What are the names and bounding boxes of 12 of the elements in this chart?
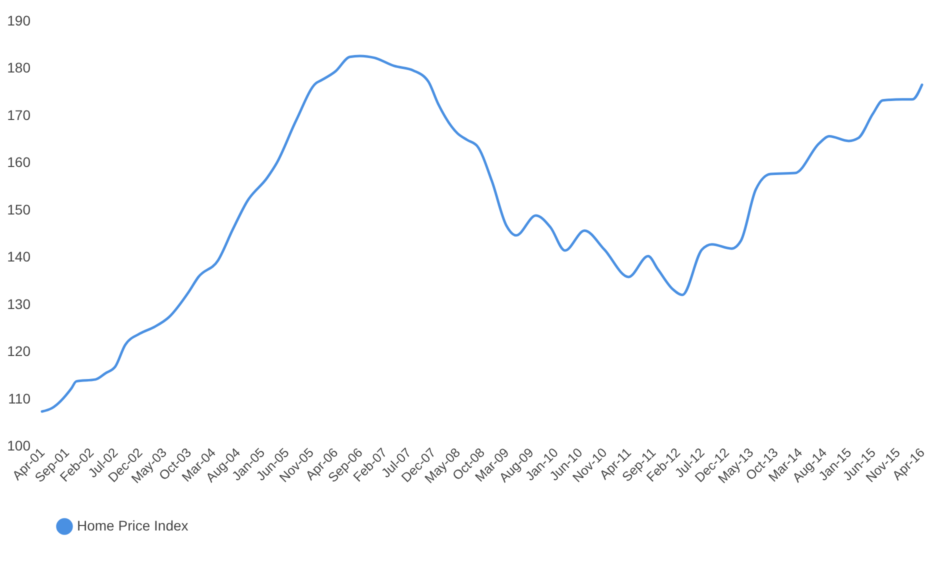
- line-series: [40, 54, 924, 413]
- y-tick-label: 160: [7, 154, 31, 170]
- y-tick-label: 180: [7, 60, 31, 76]
- y-tick-label: 170: [7, 106, 31, 123]
- legend-label: Home Price Index: [77, 518, 188, 534]
- y-tick-label: 120: [7, 343, 31, 360]
- y-tick-label: 150: [7, 201, 31, 218]
- y-tick-label: 190: [7, 12, 31, 28]
- y-tick-label: 130: [7, 296, 31, 312]
- y-tick-label: 110: [8, 390, 31, 406]
- y-tick-label: 100: [7, 438, 31, 454]
- y-tick-label: 140: [7, 248, 31, 265]
